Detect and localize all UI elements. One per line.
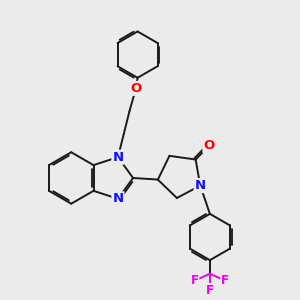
Text: N: N [112, 151, 124, 164]
Text: O: O [203, 139, 215, 152]
Text: N: N [112, 192, 124, 205]
Text: O: O [130, 82, 142, 95]
Text: F: F [190, 274, 199, 287]
Text: F: F [221, 274, 229, 287]
Text: F: F [206, 284, 214, 297]
Text: N: N [195, 179, 206, 192]
